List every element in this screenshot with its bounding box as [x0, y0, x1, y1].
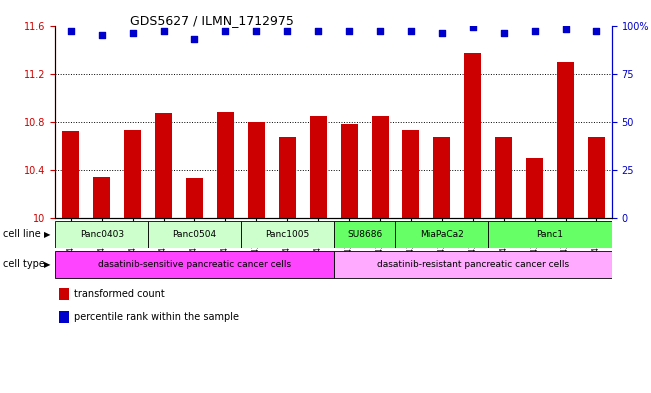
Bar: [186, 178, 203, 218]
Text: Panc1: Panc1: [536, 230, 564, 239]
Text: MiaPaCa2: MiaPaCa2: [420, 230, 464, 239]
Bar: [372, 116, 389, 218]
Point: [158, 28, 169, 35]
Point: [128, 30, 138, 37]
Text: cell line: cell line: [3, 229, 41, 239]
Text: Panc0403: Panc0403: [79, 230, 124, 239]
Text: Panc0504: Panc0504: [173, 230, 217, 239]
Bar: [526, 158, 543, 218]
Bar: [464, 53, 481, 218]
Bar: [333, 251, 612, 278]
Point: [96, 32, 107, 38]
Text: ▶: ▶: [44, 230, 51, 239]
Point: [282, 28, 292, 35]
Bar: [588, 138, 605, 218]
Bar: [217, 112, 234, 218]
Point: [220, 28, 230, 35]
Bar: [333, 220, 395, 248]
Bar: [155, 114, 172, 218]
Point: [375, 28, 385, 35]
Text: dasatinib-sensitive pancreatic cancer cells: dasatinib-sensitive pancreatic cancer ce…: [98, 260, 291, 269]
Point: [499, 30, 509, 37]
Text: dasatinib-resistant pancreatic cancer cells: dasatinib-resistant pancreatic cancer ce…: [377, 260, 569, 269]
Point: [561, 26, 571, 33]
Bar: [248, 122, 265, 218]
Point: [406, 28, 416, 35]
Point: [437, 30, 447, 37]
Text: GDS5627 / ILMN_1712975: GDS5627 / ILMN_1712975: [130, 14, 294, 27]
Bar: [310, 116, 327, 218]
Text: SU8686: SU8686: [347, 230, 382, 239]
Text: transformed count: transformed count: [74, 289, 165, 299]
Bar: [488, 220, 612, 248]
Bar: [124, 130, 141, 218]
Point: [344, 28, 354, 35]
Bar: [395, 220, 488, 248]
Point: [251, 28, 262, 35]
Point: [313, 28, 324, 35]
Bar: [148, 220, 241, 248]
Text: ▶: ▶: [44, 260, 51, 269]
Bar: [557, 62, 574, 218]
Bar: [402, 130, 419, 218]
Bar: [241, 220, 333, 248]
Bar: [434, 138, 450, 218]
Bar: [340, 124, 357, 218]
Point: [66, 28, 76, 35]
Bar: [55, 220, 148, 248]
Point: [591, 28, 602, 35]
Bar: [279, 138, 296, 218]
Bar: [93, 177, 110, 218]
Bar: [55, 251, 333, 278]
Text: Panc1005: Panc1005: [265, 230, 309, 239]
Text: percentile rank within the sample: percentile rank within the sample: [74, 312, 239, 322]
Point: [467, 24, 478, 31]
Bar: [62, 131, 79, 218]
Point: [529, 28, 540, 35]
Text: cell type: cell type: [3, 259, 45, 270]
Point: [189, 36, 200, 42]
Bar: [495, 138, 512, 218]
